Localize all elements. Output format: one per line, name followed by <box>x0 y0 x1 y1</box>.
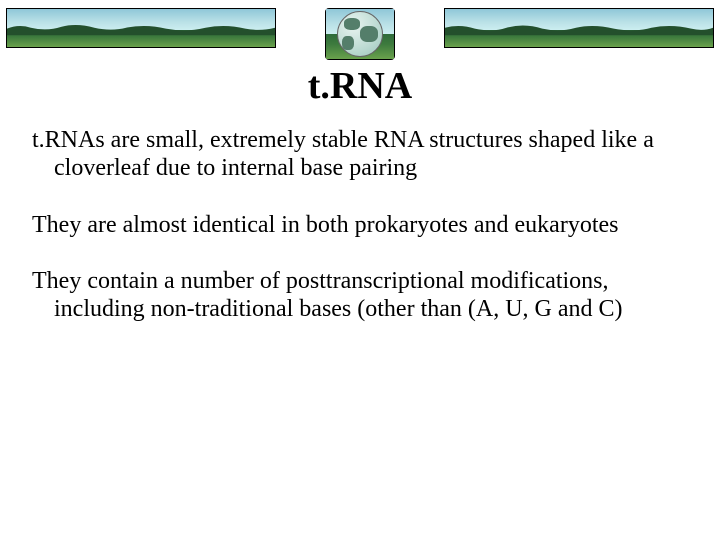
paragraph: They are almost identical in both prokar… <box>18 211 702 239</box>
decorative-banner <box>0 0 720 56</box>
globe-icon <box>325 8 395 60</box>
slide-title: t.RNA <box>0 64 720 108</box>
slide-body: t.RNAs are small, extremely stable RNA s… <box>0 108 720 324</box>
paragraph: They contain a number of posttranscripti… <box>18 267 702 324</box>
banner-strip-left <box>6 8 276 48</box>
paragraph: t.RNAs are small, extremely stable RNA s… <box>18 126 702 183</box>
banner-strip-right <box>444 8 714 48</box>
